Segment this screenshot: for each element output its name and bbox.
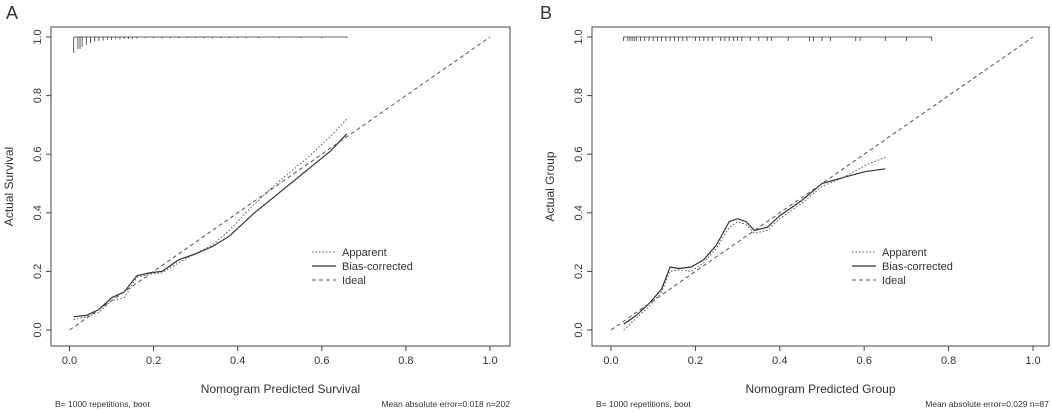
x-tick-label: 0.4: [230, 355, 245, 367]
panel-label: B: [540, 3, 552, 23]
y-tick-label: 1.0: [573, 29, 585, 44]
y-tick-label: 0.8: [32, 88, 44, 103]
footer-left: B= 1000 repetitions, boot: [596, 399, 691, 409]
y-axis-label: Actual Survival: [2, 147, 16, 226]
legend-label: Ideal: [882, 275, 906, 287]
x-tick-label: 0.8: [941, 355, 956, 367]
legend-label: Ideal: [342, 275, 366, 287]
y-tick-label: 0.0: [573, 322, 585, 337]
x-tick-label: 0.2: [146, 355, 161, 367]
y-tick-label: 0.4: [573, 205, 585, 220]
x-tick-label: 0.0: [603, 355, 618, 367]
x-tick-label: 0.0: [62, 355, 77, 367]
footer-right: Mean absolute error=0.029 n=87: [925, 399, 1049, 409]
x-tick-label: 0.2: [688, 355, 703, 367]
x-axis-label: Nomogram Predicted Survival: [201, 382, 360, 396]
x-tick-label: 0.6: [314, 355, 329, 367]
legend: Apparent Bias-corrected Ideal: [852, 247, 953, 287]
series-line-bias-corrected: [623, 168, 886, 325]
series-line-apparent: [623, 156, 886, 331]
y-tick-label: 1.0: [32, 29, 44, 44]
x-tick-label: 0.8: [398, 355, 413, 367]
y-tick-label: 0.8: [573, 88, 585, 103]
legend: Apparent Bias-corrected Ideal: [312, 247, 413, 287]
y-tick-label: 0.4: [32, 205, 44, 220]
legend-label: Apparent: [882, 247, 927, 259]
x-tick-label: 0.4: [772, 355, 787, 367]
legend-label: Bias-corrected: [342, 261, 413, 273]
footer-right: Mean absolute error=0.018 n=202: [381, 399, 510, 409]
panel-a: A 0.0 0.2 0.4 0.6 0.8 1.0 0.0 0.2 0.4 0.6 0.8 1.0 Nom…: [2, 3, 511, 409]
panel-b: B 0.0 0.2 0.4 0.6 0.8 1.0 0.0 0.2 0.4 0.6 0.8 1.0 Nom…: [540, 3, 1050, 409]
footer-left: B= 1000 repetitions, boot: [55, 399, 150, 409]
series-line-ideal: [69, 36, 491, 331]
legend-label: Apparent: [342, 247, 387, 259]
y-tick-label: 0.0: [32, 322, 44, 337]
y-tick-label: 0.2: [32, 264, 44, 279]
legend-label: Bias-corrected: [882, 261, 953, 273]
y-tick-label: 0.2: [573, 264, 585, 279]
x-tick-label: 1.0: [1025, 355, 1040, 367]
plot-frame: [50, 26, 511, 347]
plot-frame: [591, 26, 1050, 347]
x-tick-label: 0.6: [857, 355, 872, 367]
panel-label: A: [6, 3, 18, 23]
y-tick-label: 0.6: [32, 147, 44, 162]
series-line-apparent: [73, 118, 348, 321]
x-tick-label: 1.0: [482, 355, 497, 367]
y-axis-label: Actual Group: [543, 151, 557, 221]
series-line-ideal: [610, 36, 1034, 331]
x-axis-label: Nomogram Predicted Group: [745, 382, 895, 396]
y-tick-label: 0.6: [573, 147, 585, 162]
series-line-bias-corrected: [73, 133, 348, 318]
